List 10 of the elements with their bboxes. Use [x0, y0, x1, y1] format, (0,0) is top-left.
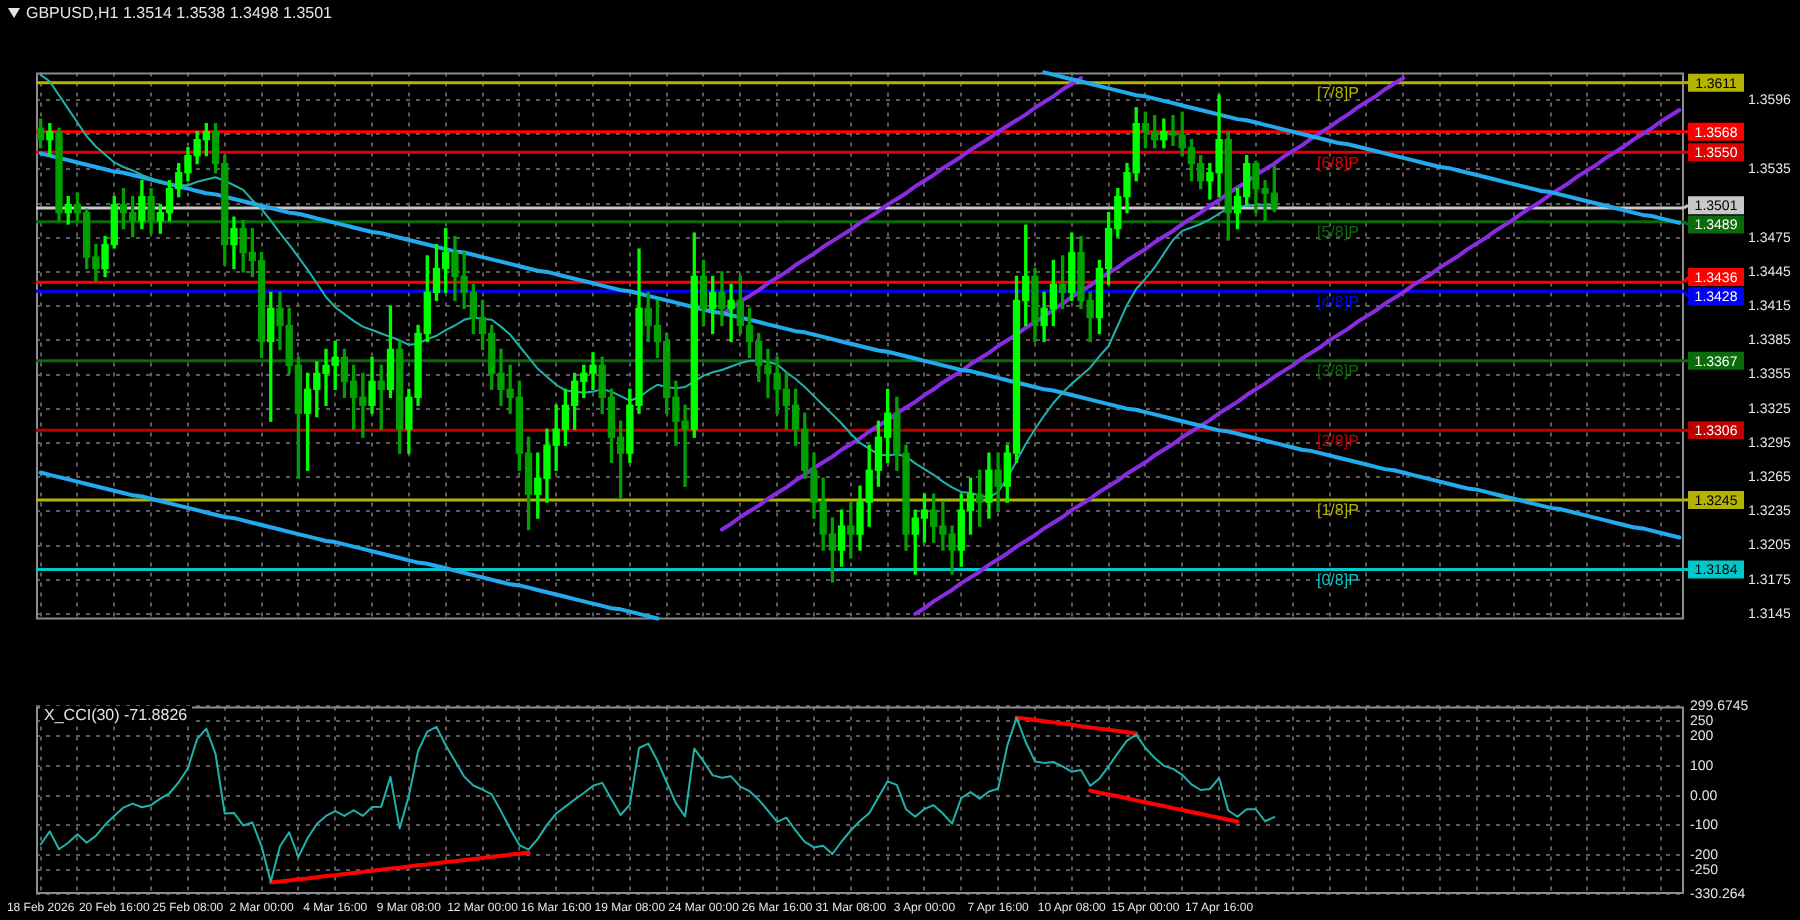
- annotation: [1/8]P: [1317, 501, 1359, 520]
- annotation: [0/8]P: [1317, 570, 1359, 589]
- annotation: [3/8]P: [1317, 362, 1359, 381]
- annotation: [6/8]P: [1317, 153, 1359, 172]
- annotation: [2/8]P: [1317, 431, 1359, 450]
- chart-title: X_CCI(30) -71.8826: [40, 706, 192, 724]
- chart-title: GBPUSD,H1 1.3514 1.3538 1.3498 1.3501: [26, 4, 332, 22]
- annotation: [5/8]P: [1317, 223, 1359, 242]
- annotation: [7/8]P: [1317, 84, 1359, 103]
- annotation: [4/8]P: [1317, 292, 1359, 311]
